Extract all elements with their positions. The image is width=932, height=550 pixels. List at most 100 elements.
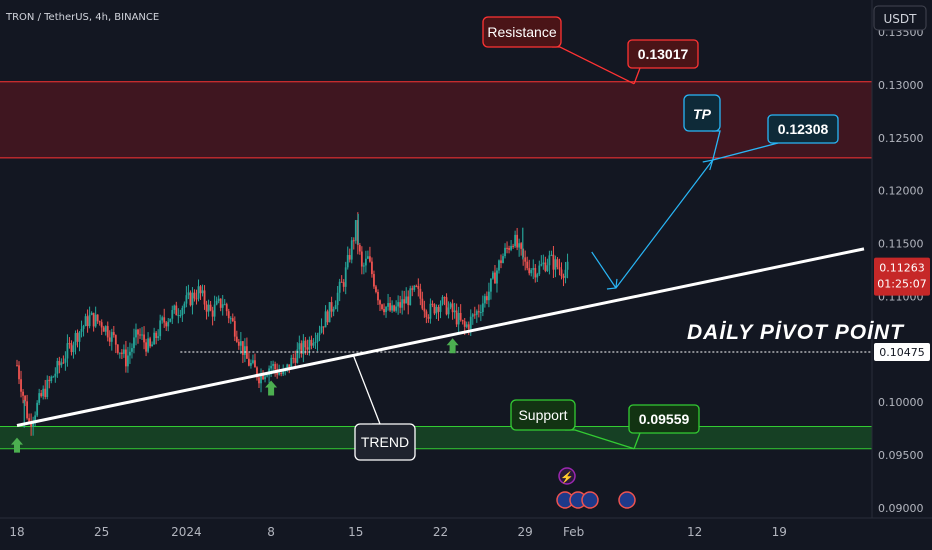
candle-body bbox=[264, 376, 266, 380]
candle-body bbox=[445, 297, 448, 315]
candle-body bbox=[562, 276, 565, 278]
candle-body bbox=[131, 348, 133, 352]
arrow-up-icon bbox=[446, 338, 459, 354]
candle-body bbox=[540, 264, 543, 266]
lightning-icon[interactable] bbox=[558, 467, 576, 485]
candle-body bbox=[229, 318, 232, 320]
currency-button[interactable]: USDT bbox=[873, 5, 927, 31]
candle-body bbox=[155, 332, 158, 338]
pivot-price-value: 0.10475 bbox=[879, 346, 925, 359]
candle-body bbox=[205, 304, 208, 312]
candle-body bbox=[481, 303, 484, 313]
candle-body bbox=[68, 343, 71, 345]
resistance-callout: Resistance bbox=[482, 16, 635, 85]
annotations-layer bbox=[11, 338, 459, 453]
candle-body bbox=[403, 299, 406, 304]
candle-body bbox=[338, 281, 341, 293]
arrow-up-icon bbox=[11, 437, 23, 453]
candle-body bbox=[72, 345, 75, 353]
candle-body bbox=[417, 286, 420, 289]
y-tick-label: 0.13000 bbox=[878, 79, 924, 92]
support-value: 0.09559 bbox=[639, 411, 690, 427]
candle-body bbox=[100, 322, 103, 328]
candle-body bbox=[453, 310, 456, 313]
tp-approach-line bbox=[591, 251, 617, 289]
candle-body bbox=[520, 243, 523, 249]
candle-body bbox=[20, 379, 22, 392]
candle-body bbox=[467, 324, 470, 329]
candle-body bbox=[409, 288, 412, 306]
candle-body bbox=[34, 415, 37, 421]
candle-body bbox=[290, 357, 293, 369]
candle-body bbox=[209, 304, 212, 311]
candle-body bbox=[185, 295, 188, 304]
candle-body bbox=[389, 303, 391, 311]
candle-body bbox=[407, 296, 410, 306]
x-tick-label: 25 bbox=[94, 525, 109, 539]
event-icons[interactable]: ⚡ bbox=[556, 467, 636, 509]
candle-body bbox=[16, 365, 18, 367]
candle-body bbox=[286, 364, 289, 369]
candle-body bbox=[280, 372, 283, 375]
candle-body bbox=[352, 240, 355, 242]
us-flag-icon[interactable] bbox=[581, 491, 599, 509]
support-zone bbox=[0, 426, 872, 449]
candle-body bbox=[506, 247, 508, 249]
candle-body bbox=[179, 314, 182, 316]
candle-body bbox=[223, 304, 226, 306]
candle-body bbox=[80, 328, 83, 332]
tp-path-line bbox=[615, 159, 714, 289]
candle-body bbox=[427, 317, 430, 319]
candle-body bbox=[504, 247, 506, 257]
candle-body bbox=[98, 321, 101, 323]
candle-body bbox=[217, 298, 220, 301]
candle-body bbox=[496, 270, 498, 284]
candle-body bbox=[556, 259, 559, 268]
trend-callout: TREND bbox=[352, 355, 416, 461]
candle-body bbox=[342, 282, 345, 287]
candle-body bbox=[542, 262, 545, 265]
countdown-value: 01:25:07 bbox=[877, 278, 926, 291]
candle-body bbox=[393, 305, 396, 311]
candle-body bbox=[38, 393, 41, 403]
candle-body bbox=[536, 274, 539, 278]
x-axis[interactable]: 18 25 2024 8 15 22 29 Feb 12 19 bbox=[9, 525, 787, 539]
pivot-price-label: 0.10475 bbox=[874, 342, 930, 361]
candle-body bbox=[550, 254, 553, 256]
candle-body bbox=[316, 335, 319, 342]
candle-body bbox=[485, 296, 488, 301]
x-tick-label: 15 bbox=[348, 525, 363, 539]
candle-body bbox=[254, 360, 256, 368]
candle-body bbox=[110, 332, 113, 342]
lightning-glyph: ⚡ bbox=[560, 471, 574, 484]
candle-body bbox=[471, 314, 474, 317]
candle-body bbox=[500, 260, 502, 263]
candle-body bbox=[197, 286, 200, 299]
candle-body bbox=[502, 256, 504, 263]
candle-body bbox=[262, 373, 264, 380]
candle-body bbox=[310, 339, 313, 346]
candle-body bbox=[508, 248, 510, 250]
candle-body bbox=[498, 260, 500, 271]
candle-body bbox=[425, 311, 428, 318]
candle-body bbox=[455, 310, 458, 325]
candle-body bbox=[139, 334, 141, 336]
tp-label: TP bbox=[693, 106, 712, 122]
candle-body bbox=[239, 341, 242, 346]
candle-body bbox=[175, 305, 178, 316]
candle-body bbox=[348, 255, 351, 260]
candle-body bbox=[552, 254, 555, 270]
candle-body bbox=[560, 269, 563, 277]
candle-body bbox=[165, 322, 168, 327]
candle-body bbox=[235, 336, 238, 342]
candle-body bbox=[70, 343, 73, 353]
candle-body bbox=[227, 311, 230, 319]
candle-body bbox=[479, 312, 482, 314]
candle-body bbox=[437, 306, 440, 312]
candle-body bbox=[151, 344, 154, 347]
candle-body bbox=[488, 291, 490, 301]
candle-body bbox=[411, 288, 414, 290]
us-flag-icon[interactable] bbox=[618, 491, 636, 509]
candle-body bbox=[413, 285, 416, 290]
